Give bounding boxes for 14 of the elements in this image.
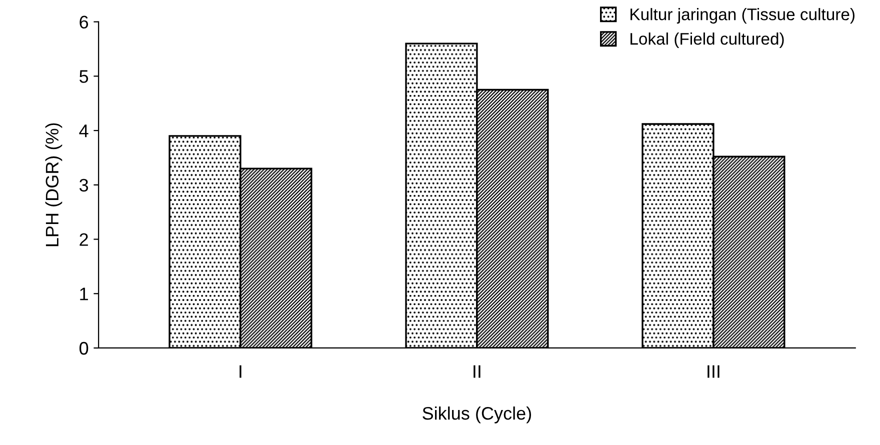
x-tick-label: III [708, 365, 720, 378]
y-tick-label: 1 [80, 288, 88, 300]
y-tick-label: 0 [80, 342, 88, 355]
x-axis-title: Siklus (Cycle) [422, 406, 532, 424]
x-tick-label: I [240, 365, 242, 378]
legend-label: Lokal (Field cultured) [630, 32, 784, 48]
y-tick-label: 4 [79, 124, 88, 138]
y-tick-label: 2 [80, 233, 88, 246]
y-tick-label: 6 [80, 16, 88, 29]
y-axis-title: LPH (DGR) (%) [45, 123, 62, 246]
x-tick-label: II [474, 365, 480, 378]
legend-label: Kultur jaringan (Tissue culture) [630, 8, 854, 24]
y-tick-label: 3 [79, 178, 88, 192]
y-tick-label: 5 [80, 70, 88, 83]
